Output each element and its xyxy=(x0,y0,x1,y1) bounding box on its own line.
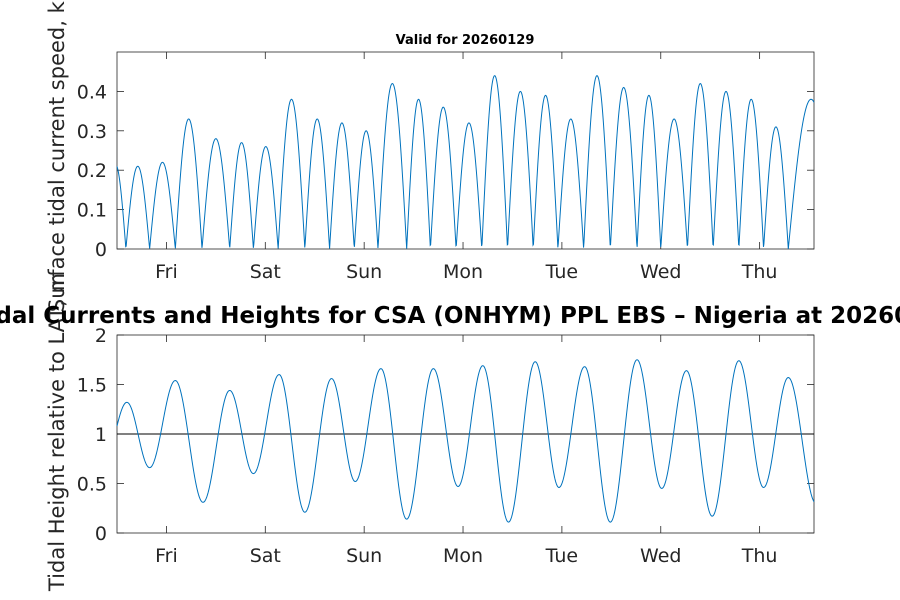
y-tick-label: 1.5 xyxy=(77,375,107,397)
y-tick-label: 0.3 xyxy=(77,121,107,143)
x-tick-label: Sun xyxy=(346,261,382,283)
x-tick-label: Wed xyxy=(640,545,681,567)
current-speed-title: Valid for 20260129 xyxy=(396,33,535,48)
current-speed-ticks xyxy=(117,52,814,250)
x-tick-label: Fri xyxy=(155,545,178,567)
tidal-height-y-label: Tidal Height relative to LAT, m xyxy=(45,273,69,592)
y-tick-label: 0 xyxy=(95,523,107,545)
y-tick-label: 2 xyxy=(95,325,107,347)
x-tick-label: Sun xyxy=(346,545,382,567)
x-tick-label: Thu xyxy=(741,261,778,283)
tidal-height-y-tick-labels: 0 0.5 1 1.5 2 xyxy=(77,325,107,545)
x-tick-label: Tue xyxy=(545,261,578,283)
y-tick-label: 0.1 xyxy=(77,200,107,222)
y-tick-label: 0.2 xyxy=(77,160,107,182)
figure-title: Tidal Currents and Heights for CSA (ONHY… xyxy=(0,303,900,329)
current-speed-y-label: Surface tidal current speed, kn xyxy=(45,0,69,312)
tidal-height-line xyxy=(116,359,815,523)
y-tick-label: 0.4 xyxy=(77,81,107,103)
x-tick-label: Wed xyxy=(640,261,681,283)
x-tick-label: Mon xyxy=(443,261,483,283)
current-speed-y-tick-labels: 0 0.1 0.2 0.3 0.4 xyxy=(77,81,107,261)
x-tick-label: Fri xyxy=(155,261,178,283)
current-speed-x-tick-labels: Fri Sat Sun Mon Tue Wed Thu xyxy=(155,261,777,283)
y-tick-label: 0.5 xyxy=(77,474,107,496)
x-tick-label: Sat xyxy=(250,545,281,567)
current-speed-line xyxy=(116,75,815,250)
y-tick-label: 0 xyxy=(95,239,107,261)
x-tick-label: Thu xyxy=(741,545,778,567)
current-speed-axes xyxy=(116,51,815,250)
x-tick-label: Tue xyxy=(545,545,578,567)
y-tick-label: 1 xyxy=(95,424,107,446)
x-tick-label: Sat xyxy=(250,261,281,283)
tidal-height-x-tick-labels: Fri Sat Sun Mon Tue Wed Thu xyxy=(155,545,777,567)
x-tick-label: Mon xyxy=(443,545,483,567)
